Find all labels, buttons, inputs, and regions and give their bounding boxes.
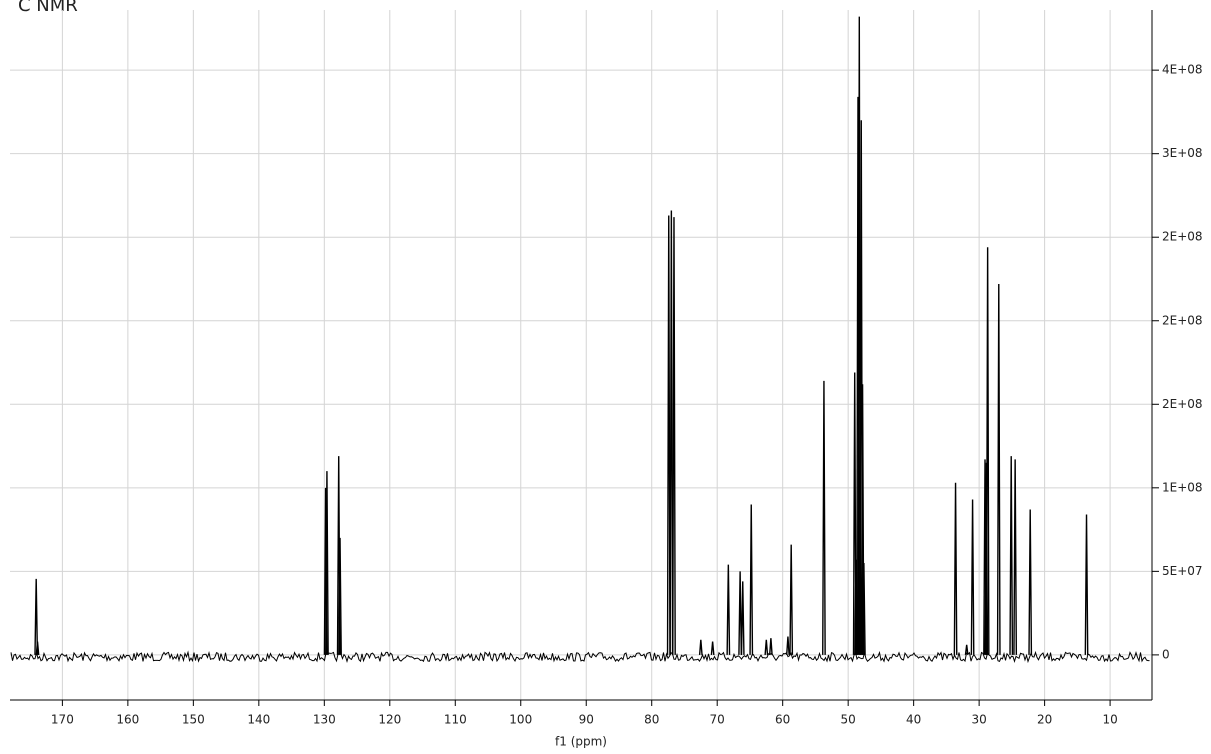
y-tick-label: 0 [1162,647,1170,661]
peak [964,644,969,655]
peak [698,639,703,655]
peak [1084,514,1089,655]
x-axis-label: f1 (ppm) [555,735,607,749]
peak [953,482,958,655]
y-tick-label: 1E+08 [1162,480,1203,494]
x-tick-label: 50 [841,713,856,727]
x-tick-label: 90 [579,713,594,727]
peak [1009,456,1014,655]
peak [338,537,342,655]
x-tick-label: 40 [906,713,921,727]
x-tick-label: 110 [444,713,467,727]
x-tick-label: 30 [971,713,986,727]
peak [822,380,826,655]
x-tick-label: 10 [1102,713,1117,727]
x-tick-label: 20 [1037,713,1052,727]
peak [740,581,745,655]
y-tick-label: 2E+08 [1162,313,1203,327]
x-tick-label: 140 [247,713,270,727]
peak [749,504,754,655]
x-tick-label: 80 [644,713,659,727]
peak [669,210,674,655]
peak [672,217,676,655]
y-tick-label: 2E+08 [1162,397,1203,411]
x-tick-label: 130 [313,713,336,727]
peak [861,562,866,655]
x-tick-label: 150 [182,713,205,727]
peak [789,544,794,655]
peak [764,639,769,655]
peak [738,571,743,655]
x-tick-label: 170 [51,713,74,727]
chart-title: C NMR [18,0,78,16]
peak [1028,509,1033,655]
x-tick-label: 70 [710,713,725,727]
peak [325,471,329,655]
y-tick-label: 2E+08 [1162,230,1203,244]
x-tick-label: 60 [775,713,790,727]
peak [35,641,40,655]
peak [726,564,731,655]
peak [666,215,671,655]
peak [786,636,790,655]
x-tick-label: 160 [116,713,139,727]
peak [970,499,975,655]
peak [768,638,773,655]
peak [1013,459,1018,655]
y-tick-label: 5E+07 [1162,564,1203,578]
x-tick-label: 120 [378,713,401,727]
peak [996,283,1001,655]
baseline [10,650,1150,664]
y-tick-label: 3E+08 [1162,146,1203,160]
peak [710,641,715,655]
peak [985,247,990,655]
y-tick-label: 4E+08 [1162,63,1203,77]
peak [34,578,39,655]
x-tick-label: 100 [509,713,532,727]
